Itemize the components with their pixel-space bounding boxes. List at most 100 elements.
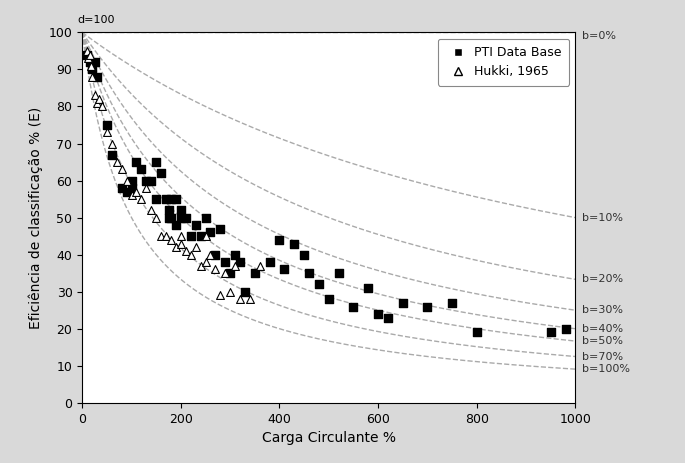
Point [92,99,103,106]
Point [363,284,374,292]
Point [175,206,186,214]
Text: d=100: d=100 [77,15,115,25]
Point [131,188,142,195]
Point [97,103,108,110]
Point [116,166,127,173]
Point [86,66,97,73]
Point [422,303,433,310]
Point [373,310,384,318]
Point [163,214,174,221]
Point [82,47,92,55]
Point [126,192,137,199]
Point [126,177,137,184]
Point [175,240,186,247]
Point [205,251,216,258]
Point [382,314,393,321]
Point [89,58,100,66]
Point [121,177,132,184]
Point [160,195,171,203]
Point [116,184,127,192]
Point [323,295,334,303]
Point [333,269,344,277]
Point [121,188,132,195]
Point [82,51,92,58]
Point [151,195,162,203]
Point [84,58,95,66]
Point [200,232,211,240]
Point [155,169,166,177]
Point [200,214,211,221]
Point [299,251,310,258]
Point [348,303,359,310]
Point [220,258,231,266]
Point [101,129,112,136]
Point [289,240,300,247]
Point [254,262,265,269]
Point [190,244,201,251]
Text: b=10%: b=10% [582,213,623,223]
Point [264,258,275,266]
Text: b=40%: b=40% [582,324,623,334]
Point [397,299,408,307]
Point [274,236,285,244]
Point [215,292,226,299]
Point [245,295,256,303]
Point [229,251,240,258]
Point [151,158,162,166]
Point [185,251,196,258]
Point [84,51,95,58]
Point [175,232,186,240]
Point [195,262,206,269]
Point [89,92,100,99]
Point [166,214,177,221]
Point [240,288,251,295]
Y-axis label: Eficiência de classificação % (E): Eficiência de classificação % (E) [29,106,43,329]
Point [136,195,147,203]
Point [220,269,231,277]
Point [151,214,162,221]
Point [314,281,325,288]
Legend: PTI Data Base, Hukki, 1965: PTI Data Base, Hukki, 1965 [438,38,569,86]
Point [86,62,97,69]
Point [205,229,216,236]
Text: b=70%: b=70% [582,351,623,362]
Point [83,55,94,62]
Point [200,258,211,266]
Point [447,299,458,307]
Text: b=50%: b=50% [582,336,623,346]
Point [229,262,240,269]
Point [303,269,314,277]
Point [166,236,177,244]
Point [175,214,186,221]
Text: b=20%: b=20% [582,275,623,284]
Point [146,177,157,184]
Point [160,232,171,240]
Point [545,329,556,336]
Point [131,158,142,166]
Point [210,266,221,273]
X-axis label: Carga Circulante %: Carga Circulante % [262,431,396,445]
Point [234,295,245,303]
Point [146,206,157,214]
Point [111,158,122,166]
Point [171,221,182,229]
Point [171,244,182,251]
Point [141,184,152,192]
Point [195,232,206,240]
Point [94,95,105,103]
Point [210,251,221,258]
Point [155,232,166,240]
Point [560,325,571,332]
Point [166,195,177,203]
Point [171,195,182,203]
Point [180,214,191,221]
Point [136,166,147,173]
Point [471,329,482,336]
Point [163,206,174,214]
Point [126,184,137,192]
Point [92,73,103,81]
Point [101,121,112,129]
Point [215,225,226,232]
Text: b=0%: b=0% [582,31,616,41]
Text: b=30%: b=30% [582,305,623,315]
